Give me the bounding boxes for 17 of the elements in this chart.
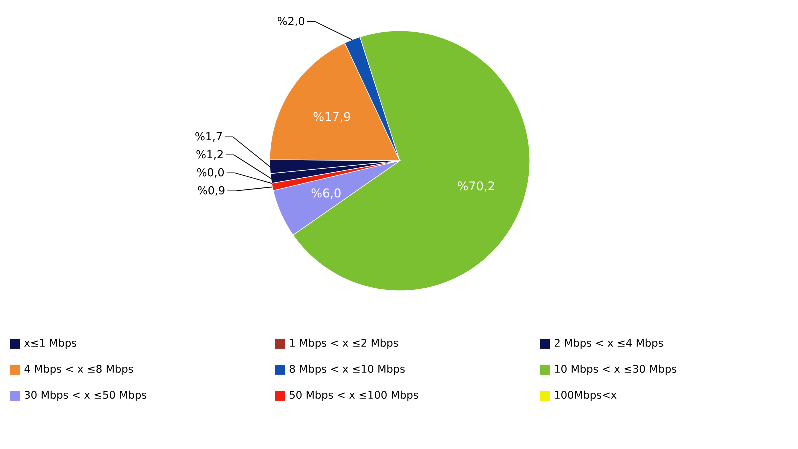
text: %0,0	[197, 168, 224, 178]
legend-label: 2 Mbps < x ≤4 Mbps	[554, 338, 664, 350]
legend-label: 30 Mbps < x ≤50 Mbps	[25, 390, 147, 402]
legend-label: 100Mbps<x	[555, 390, 617, 402]
data-label: %1,7	[196, 132, 222, 142]
data-label: %70,2	[458, 182, 494, 192]
legend-label: 8 Mbps < x ≤10 Mbps	[290, 364, 405, 376]
data-label: %1,2	[196, 150, 223, 160]
legend-label: x≤1 Mbps	[24, 338, 77, 350]
data-label: %2,0	[278, 17, 305, 27]
data-label: %0,9	[198, 186, 225, 196]
legend-label: 50 Mbps < x ≤100 Mbps	[290, 390, 418, 402]
legend-label: 10 Mbps < x ≤30 Mbps	[555, 364, 677, 376]
legend-label: 1 Mbps < x ≤2 Mbps	[290, 338, 398, 350]
data-label: %6,0	[312, 188, 341, 199]
data-label: %17,9	[314, 112, 350, 123]
legend-label: 4 Mbps < x ≤8 Mbps	[24, 364, 134, 376]
